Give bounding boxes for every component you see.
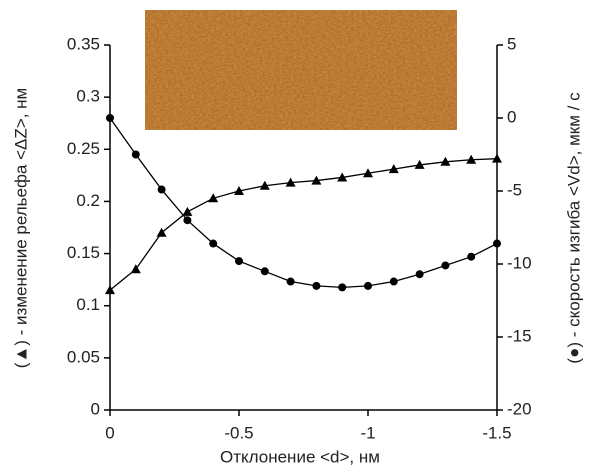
y-tick-label: 0.25 bbox=[67, 139, 100, 158]
chart: Отклонение <d>, нм (▲) - изменение релье… bbox=[0, 0, 590, 470]
circle-marker bbox=[364, 282, 372, 290]
circle-marker bbox=[209, 240, 217, 248]
x-axis-label: Отклонение <d>, нм bbox=[220, 447, 380, 466]
y-tick-label: 0.3 bbox=[76, 87, 100, 106]
y2-tick-label: -15 bbox=[507, 326, 532, 345]
series-line bbox=[110, 118, 497, 287]
x-tick-label: -0.5 bbox=[224, 423, 253, 442]
y2-tick-label: 0 bbox=[507, 107, 516, 126]
x-tick-label: -1.5 bbox=[482, 423, 511, 442]
y-axis-label: (▲) - изменение рельефа <ΔZ>, нм bbox=[11, 88, 30, 368]
circle-marker bbox=[132, 151, 140, 159]
y-tick-label: 0.15 bbox=[67, 243, 100, 262]
circle-marker bbox=[235, 257, 243, 265]
x-tick-label: -1 bbox=[360, 423, 375, 442]
circle-marker bbox=[338, 283, 346, 291]
y2-tick-label: -5 bbox=[507, 180, 522, 199]
y2-tick-label: 5 bbox=[507, 34, 516, 53]
circle-marker bbox=[183, 216, 191, 224]
y-tick-label: 0.2 bbox=[76, 191, 100, 210]
circle-marker bbox=[106, 114, 114, 122]
circle-marker bbox=[261, 267, 269, 275]
y-tick-label: 0.1 bbox=[76, 295, 100, 314]
series-line bbox=[110, 159, 497, 290]
y2-axis-label: (●) - скорость изгиба <Vd>, мкм / с bbox=[564, 92, 583, 364]
triangle-marker bbox=[131, 264, 141, 273]
y2-tick-label: -20 bbox=[507, 399, 532, 418]
circle-marker bbox=[390, 278, 398, 286]
circle-marker bbox=[441, 261, 449, 269]
y-tick-label: 0.05 bbox=[67, 347, 100, 366]
y-tick-label: 0.35 bbox=[67, 34, 100, 53]
afm-texture bbox=[145, 10, 457, 130]
circle-marker bbox=[493, 240, 501, 248]
x-tick-label: 0 bbox=[105, 423, 114, 442]
circle-marker bbox=[287, 278, 295, 286]
circle-marker bbox=[467, 253, 475, 261]
circle-marker bbox=[312, 282, 320, 290]
circle-marker bbox=[158, 186, 166, 194]
y2-tick-label: -10 bbox=[507, 253, 532, 272]
triangle-marker bbox=[182, 207, 192, 216]
circle-marker bbox=[416, 270, 424, 278]
y-tick-label: 0 bbox=[91, 399, 100, 418]
